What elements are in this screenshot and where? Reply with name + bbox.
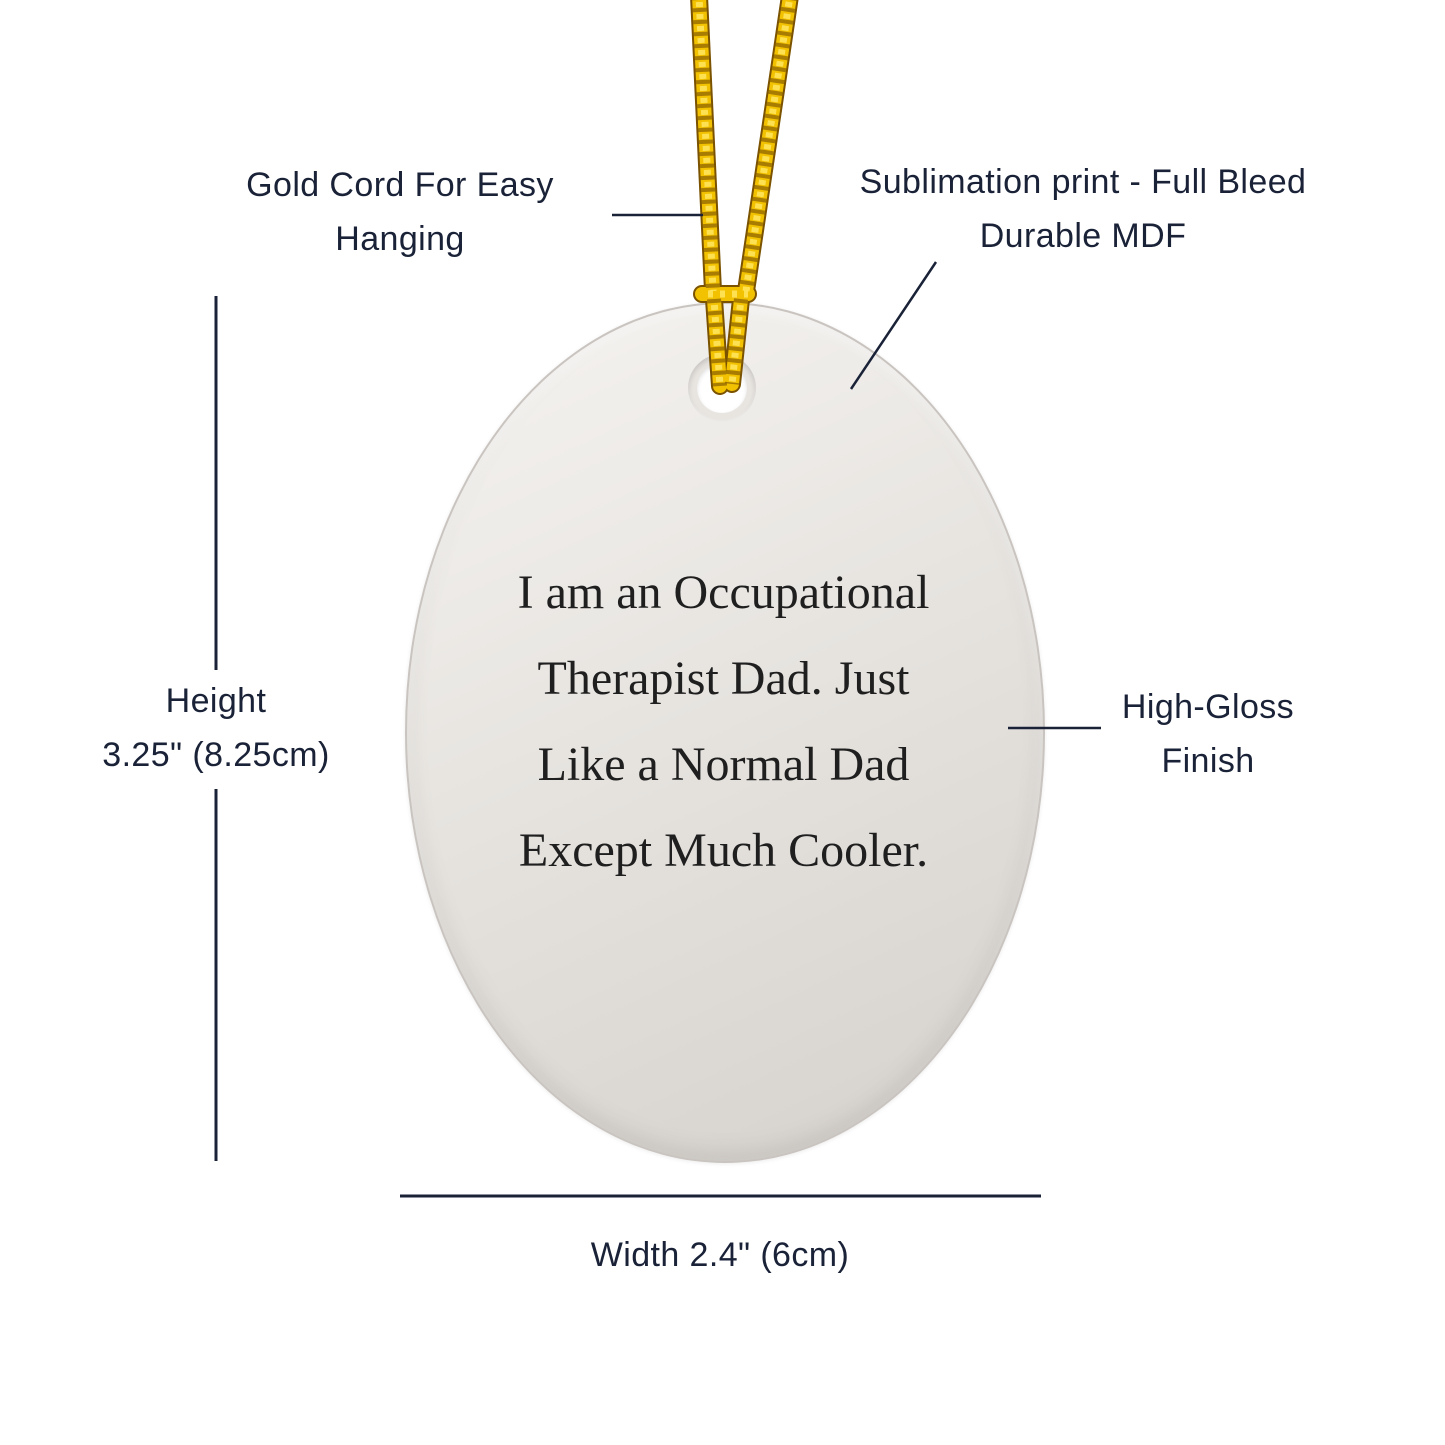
- cord-shine: [728, 298, 745, 385]
- quote-line-4: Except Much Cooler.: [518, 824, 929, 877]
- quote-line-1: I am an Occupational: [517, 566, 930, 619]
- quote-line-2: Therapist Dad. Just: [537, 652, 910, 705]
- cord-braid-texture: [739, 0, 797, 293]
- callout-high-gloss-line-1: High-Gloss: [1121, 688, 1295, 726]
- annotation-lines: [214, 213, 1101, 1198]
- callout-high-gloss-line-2: Finish: [1161, 742, 1255, 780]
- callout-high-gloss: High-Gloss Finish: [1100, 680, 1316, 788]
- ornament-oval: I am an Occupational Therapist Dad. Just…: [405, 302, 1045, 1163]
- quote-line-3: Like a Normal Dad: [537, 738, 910, 791]
- callout-width-label: Width 2.4" (6cm): [590, 1236, 850, 1274]
- cord-shine: [742, 0, 793, 292]
- callout-height: Height 3.25" (8.25cm): [36, 674, 396, 782]
- callout-width: Width 2.4" (6cm): [460, 1228, 980, 1282]
- cord-braid-texture: [692, 0, 720, 292]
- callout-height-line-1: Height: [165, 682, 267, 720]
- callout-sublimation-line-2: Durable MDF: [979, 217, 1187, 255]
- cord-shine: [710, 298, 724, 387]
- callout-sublimation-line-1: Sublimation print - Full Bleed: [859, 163, 1307, 201]
- callout-height-line-2: 3.25" (8.25cm): [102, 736, 330, 774]
- callout-gold-cord: Gold Cord For Easy Hanging: [170, 158, 630, 266]
- gold-cord-graphic: [690, 0, 799, 395]
- pointer-line-sublimation: [849, 261, 938, 390]
- cord-braid-texture: [725, 298, 748, 385]
- callout-gold-cord-line-2: Hanging: [335, 220, 465, 258]
- callout-gold-cord-line-1: Gold Cord For Easy: [246, 166, 554, 204]
- cord-strand-left-fill: [692, 0, 720, 298]
- ornament-quote: I am an Occupational Therapist Dad. Just…: [421, 550, 1026, 894]
- callout-sublimation: Sublimation print - Full Bleed Durable M…: [808, 155, 1358, 263]
- cord-shine: [695, 0, 717, 292]
- cord-braid-texture: [707, 298, 727, 387]
